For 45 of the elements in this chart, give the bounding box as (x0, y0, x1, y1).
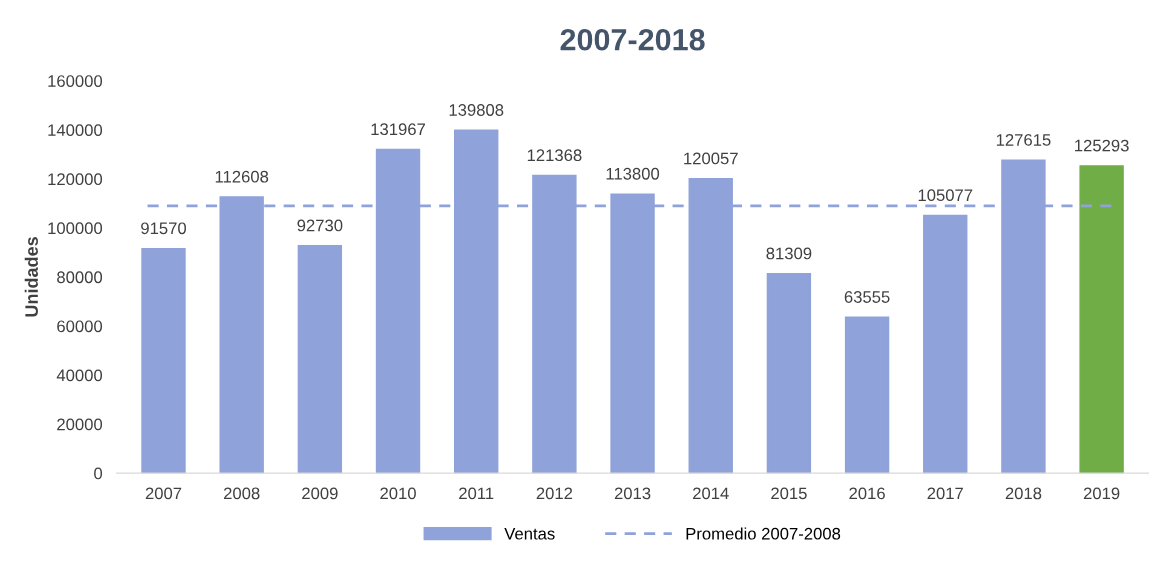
y-tick-label: 20000 (57, 418, 103, 431)
x-tick-label: 2015 (771, 487, 807, 500)
x-tick-label: 2014 (693, 487, 729, 500)
y-axis-title: Unidades (24, 237, 38, 317)
data-label: 131967 (371, 123, 425, 136)
x-tick-label: 2008 (223, 487, 260, 500)
y-tick-label: 140000 (48, 124, 103, 137)
data-label: 121368 (527, 149, 582, 162)
bar (141, 247, 186, 474)
bar (297, 245, 343, 474)
bar (766, 273, 812, 474)
x-tick-label: 2018 (1005, 487, 1042, 500)
data-label: 92730 (297, 219, 343, 232)
data-label: 91570 (141, 222, 187, 235)
y-tick-label: 100000 (48, 222, 103, 235)
y-tick-label: 0 (94, 467, 103, 480)
y-tick-label: 80000 (57, 271, 103, 284)
bar (923, 214, 968, 474)
legend-label: Ventas (504, 527, 555, 540)
data-label: 120057 (684, 152, 738, 165)
data-label: 81309 (766, 247, 812, 260)
x-tick-label: 2010 (380, 487, 416, 500)
data-label: 105077 (918, 189, 973, 202)
bar (844, 316, 890, 474)
x-tick-label: 2016 (849, 487, 885, 500)
data-label: 139808 (449, 104, 504, 116)
data-label: 63555 (844, 291, 890, 303)
chart-title: 2007-2018 (560, 28, 705, 51)
x-tick-label: 2019 (1083, 487, 1120, 500)
data-label: 125293 (1075, 139, 1129, 152)
x-tick-label: 2017 (927, 487, 963, 500)
x-tick-label: 2009 (302, 487, 338, 500)
y-tick-label: 60000 (57, 320, 103, 333)
y-tick-label: 120000 (48, 173, 103, 186)
data-label: 112608 (215, 170, 269, 183)
bar (1079, 165, 1124, 474)
x-tick-label: 2012 (536, 487, 573, 500)
y-tick-label: 40000 (56, 369, 103, 382)
data-label: 127615 (996, 133, 1051, 146)
legend-label: Promedio 2007-2008 (686, 527, 841, 540)
y-tick-label: 160000 (48, 75, 103, 87)
data-label: 113800 (606, 167, 660, 180)
x-tick-label: 2007 (145, 487, 182, 500)
x-tick-label: 2011 (459, 487, 494, 500)
x-tick-label: 2013 (614, 487, 651, 500)
